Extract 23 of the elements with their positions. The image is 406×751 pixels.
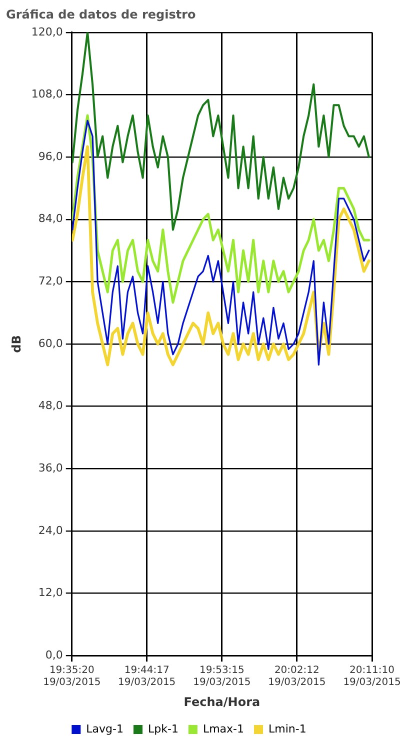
x-tick-label: 19:53:15 19/03/2015 (193, 665, 251, 688)
y-tick-label: 108,0 (31, 88, 63, 101)
y-tick-label: 72,0 (38, 274, 63, 288)
y-axis-title: dB (9, 335, 24, 353)
y-tick-label: 84,0 (38, 212, 63, 226)
chart-title: Gráfica de datos de registro (6, 7, 196, 22)
legend-label: Lpk-1 (148, 722, 178, 736)
y-tick-label: 12,0 (38, 586, 63, 600)
legend-label: Lmin-1 (268, 722, 306, 736)
y-tick-label: 36,0 (38, 462, 63, 474)
legend-label: Lmax-1 (202, 722, 244, 736)
legend-label: Lavg-1 (86, 722, 124, 736)
x-tick-label: 19:44:17 19/03/2015 (118, 665, 176, 688)
y-tick-label: 48,0 (38, 399, 63, 412)
x-axis-title: Fecha/Hora (184, 694, 260, 709)
x-tick-label: 19:35:20 19/03/2015 (43, 665, 101, 688)
y-tick-label: 96,0 (38, 150, 63, 163)
y-tick-label: 60,0 (38, 336, 63, 350)
y-tick-label: 24,0 (38, 524, 63, 537)
y-tick-label: 120,0 (31, 25, 63, 38)
x-tick-label: 20:11:10 19/03/2015 (343, 665, 401, 688)
y-tick-label: 0,0 (45, 648, 63, 662)
x-tick-label: 20:02:12 19/03/2015 (268, 665, 326, 688)
